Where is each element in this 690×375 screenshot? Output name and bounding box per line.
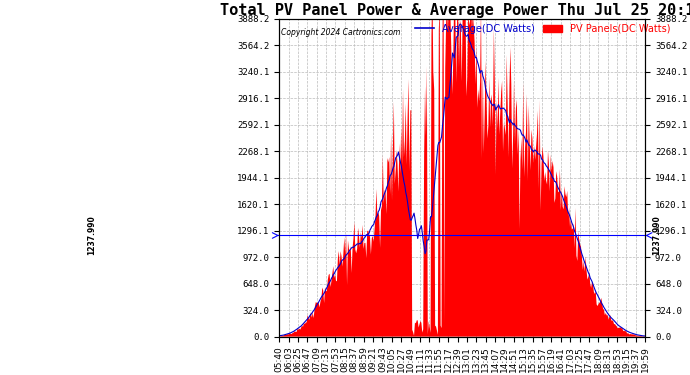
Text: 1237.990: 1237.990 — [653, 216, 662, 255]
Title: Total PV Panel Power & Average Power Thu Jul 25 20:18: Total PV Panel Power & Average Power Thu… — [220, 3, 690, 18]
Legend: Average(DC Watts), PV Panels(DC Watts): Average(DC Watts), PV Panels(DC Watts) — [415, 24, 671, 34]
Text: 1237.990: 1237.990 — [87, 216, 96, 255]
Text: Copyright 2024 Cartronics.com: Copyright 2024 Cartronics.com — [281, 28, 400, 38]
